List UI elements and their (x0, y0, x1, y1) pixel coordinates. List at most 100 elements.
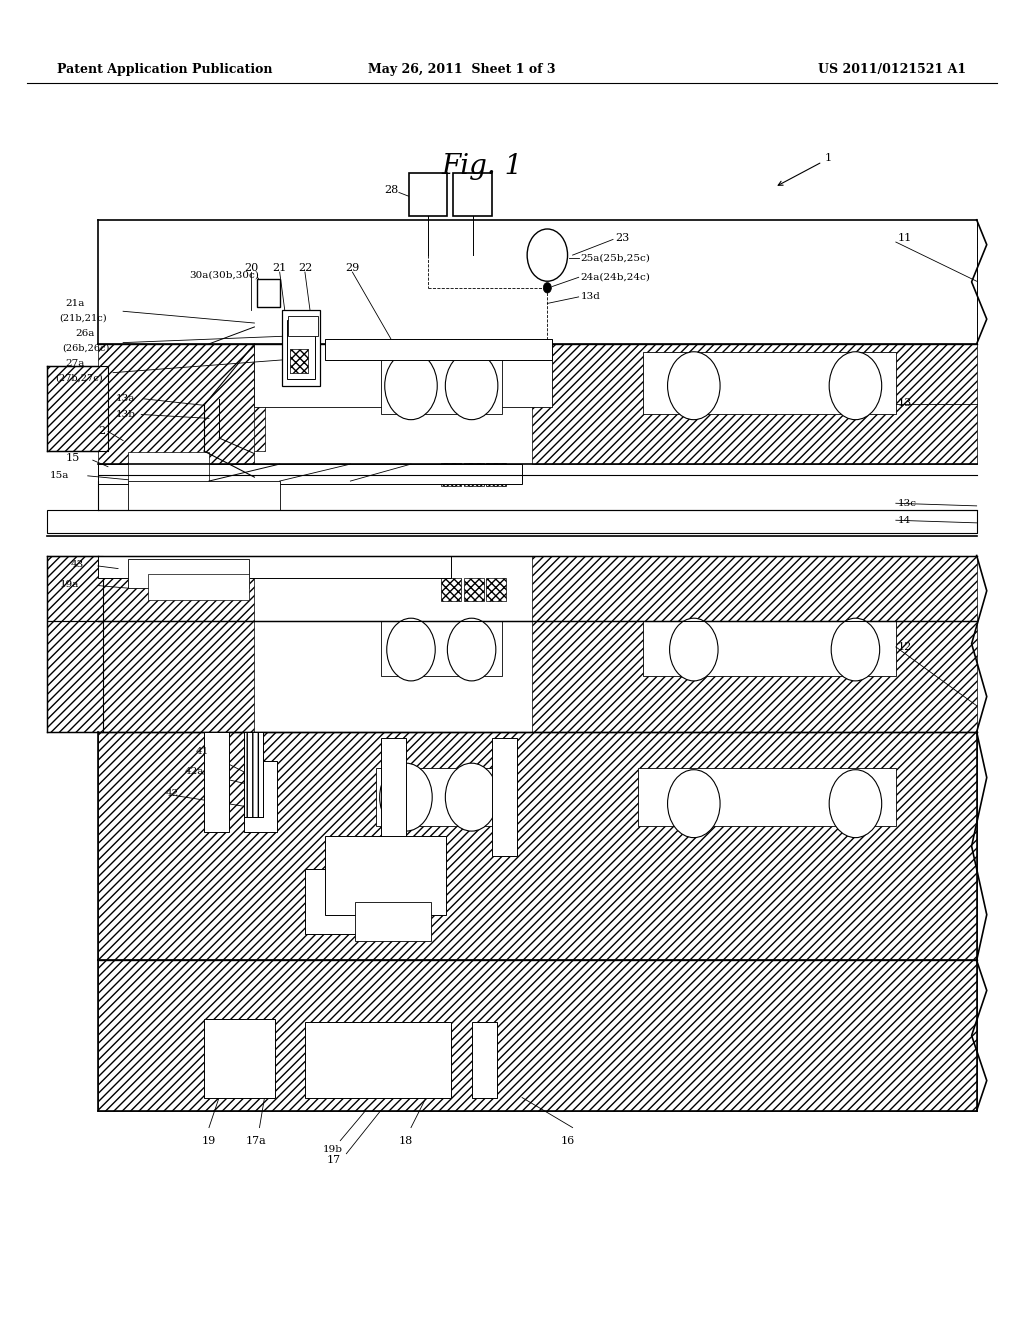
Bar (305, 869, 391, 935)
Bar (47, 510, 977, 533)
Bar (326, 339, 552, 359)
Text: (27b,27c): (27b,27c) (55, 374, 103, 383)
Bar (254, 345, 552, 407)
Bar (381, 351, 502, 414)
Bar (98, 220, 269, 345)
Circle shape (829, 351, 882, 420)
Circle shape (447, 618, 496, 681)
Bar (638, 768, 896, 826)
Text: 27a: 27a (66, 359, 85, 368)
Bar (290, 350, 308, 372)
Circle shape (670, 618, 718, 681)
Bar (282, 310, 321, 385)
Text: Patent Application Publication: Patent Application Publication (57, 63, 273, 77)
Bar (47, 366, 108, 451)
Bar (287, 321, 315, 379)
Bar (532, 556, 977, 620)
Text: 12: 12 (898, 642, 912, 652)
Bar (204, 345, 219, 405)
Bar (381, 318, 400, 345)
Text: 24a(24b,24c): 24a(24b,24c) (581, 273, 650, 281)
Bar (485, 578, 506, 601)
Bar (98, 620, 254, 731)
Bar (532, 345, 977, 465)
Text: 17a: 17a (246, 1135, 267, 1146)
Bar (502, 318, 548, 345)
Text: 19a: 19a (59, 579, 79, 589)
Circle shape (527, 228, 567, 281)
Text: 26a: 26a (76, 329, 95, 338)
Text: 19: 19 (202, 1135, 216, 1146)
Text: 15a: 15a (49, 471, 69, 480)
Text: 25a(25b,25c): 25a(25b,25c) (581, 253, 650, 263)
Text: 21a: 21a (66, 298, 85, 308)
Bar (441, 463, 462, 486)
Bar (98, 220, 269, 345)
Circle shape (829, 770, 882, 838)
Circle shape (445, 351, 498, 420)
Bar (543, 226, 967, 334)
Text: 13c: 13c (898, 499, 916, 508)
Bar (245, 760, 276, 833)
Circle shape (387, 618, 435, 681)
Bar (532, 620, 977, 731)
Bar (643, 620, 896, 676)
Text: 42a: 42a (184, 767, 204, 776)
Text: 19b: 19b (324, 1146, 343, 1154)
Bar (532, 220, 977, 345)
Bar (257, 279, 280, 308)
Bar (245, 731, 262, 817)
Circle shape (385, 351, 437, 420)
Bar (472, 1022, 497, 1097)
Bar (381, 738, 406, 855)
Text: 16: 16 (560, 1135, 574, 1146)
Bar (98, 556, 254, 620)
Text: (26b,26c): (26b,26c) (62, 343, 110, 352)
Bar (492, 738, 517, 855)
Bar (128, 480, 280, 510)
Circle shape (831, 618, 880, 681)
Text: 13b: 13b (116, 411, 136, 418)
Text: 2: 2 (98, 426, 105, 437)
Bar (409, 173, 447, 216)
Bar (441, 578, 462, 601)
Bar (148, 574, 250, 599)
Text: 15: 15 (66, 453, 80, 462)
Bar (98, 345, 254, 465)
Text: 14: 14 (898, 516, 911, 525)
Bar (47, 556, 102, 620)
Text: Fig. 1: Fig. 1 (441, 153, 522, 180)
Bar (305, 1022, 452, 1097)
Bar (381, 620, 502, 676)
Bar (98, 465, 522, 483)
Bar (454, 173, 492, 216)
Bar (643, 351, 896, 414)
Bar (254, 292, 285, 345)
Circle shape (380, 763, 432, 832)
Bar (464, 578, 483, 601)
Bar (485, 463, 506, 486)
Bar (47, 620, 102, 731)
Bar (355, 902, 431, 941)
Bar (47, 620, 102, 731)
Bar (204, 399, 264, 451)
Text: 13d: 13d (581, 293, 600, 301)
Circle shape (668, 770, 720, 838)
Bar (47, 556, 102, 620)
Bar (128, 453, 209, 480)
Bar (204, 1019, 274, 1097)
Bar (98, 731, 977, 961)
Text: 30a(30b,30c): 30a(30b,30c) (188, 271, 259, 280)
Bar (288, 317, 318, 337)
Bar (245, 731, 262, 817)
Text: US 2011/0121521 A1: US 2011/0121521 A1 (818, 63, 967, 77)
Text: 18: 18 (398, 1135, 413, 1146)
Bar (98, 556, 452, 578)
Circle shape (668, 351, 720, 420)
Text: 28: 28 (385, 185, 399, 195)
Text: 41: 41 (196, 747, 209, 756)
Text: 21: 21 (272, 263, 287, 273)
Text: 22: 22 (298, 263, 312, 273)
Bar (98, 226, 254, 334)
Bar (204, 731, 229, 833)
